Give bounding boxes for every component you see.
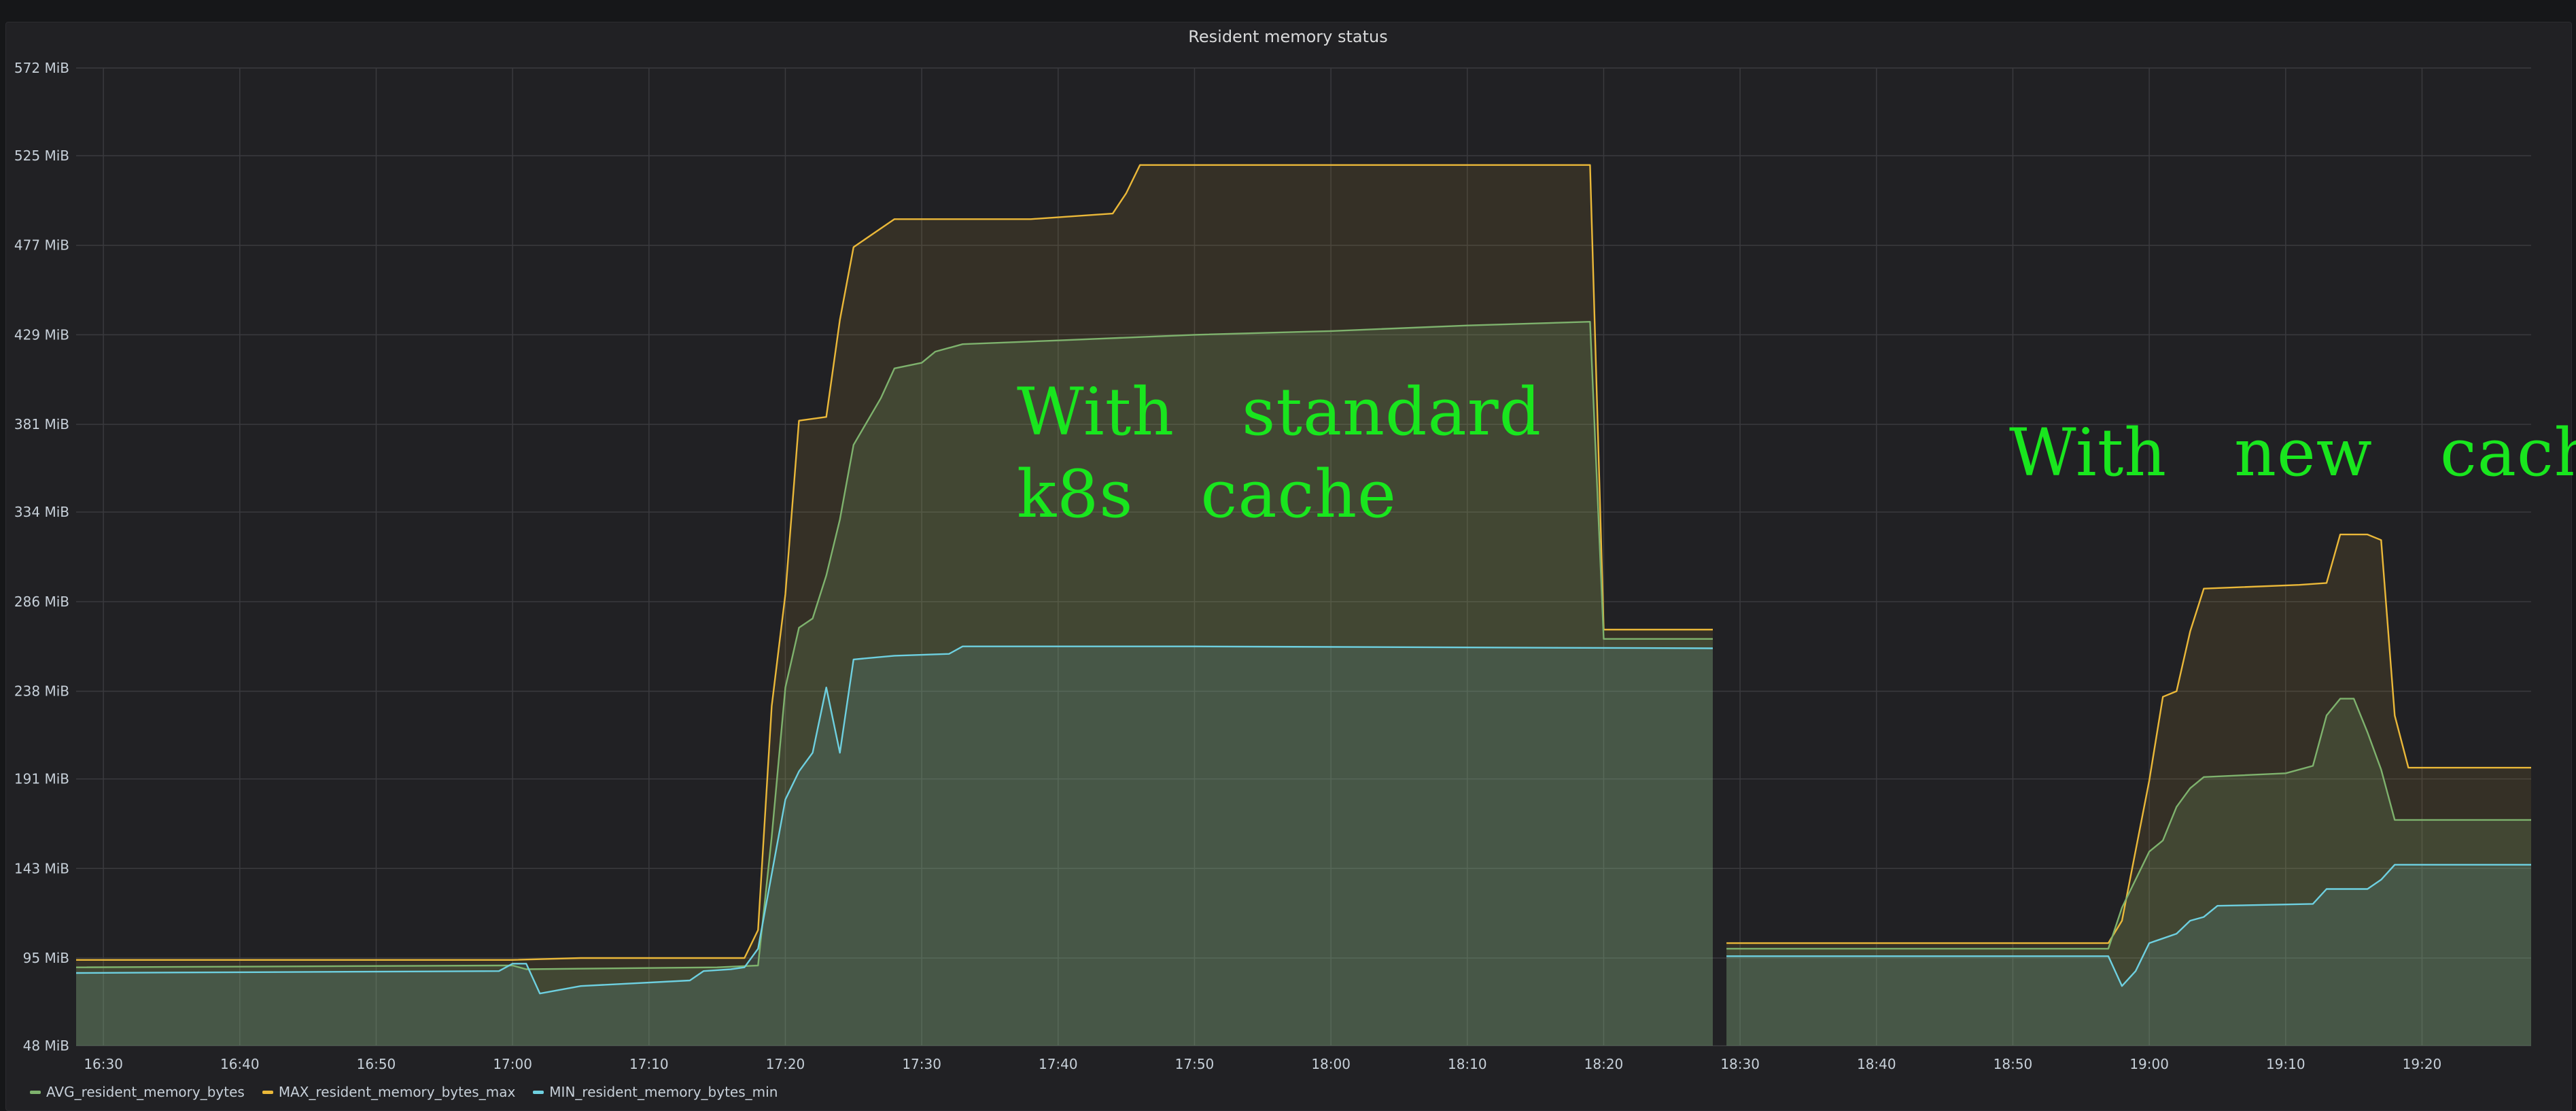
y-tick-label: 334 MiB: [14, 504, 69, 520]
series-line-MAX_resident_memory_bytes_max: [1726, 533, 2531, 944]
chart-panel: [5, 22, 2572, 1111]
series-area-AVG_resident_memory_bytes: [76, 322, 1713, 1046]
legend-swatch-max: [262, 1090, 273, 1094]
legend-item-avg[interactable]: AVG_resident_memory_bytes: [30, 1084, 245, 1100]
legend-label-max: MAX_resident_memory_bytes_max: [278, 1084, 516, 1100]
series-line-MIN_resident_memory_bytes_min: [75, 645, 1713, 995]
x-tick-label: 16:40: [220, 1056, 260, 1072]
series-line-AVG_resident_memory_bytes: [75, 321, 1713, 970]
x-tick-label: 17:30: [902, 1056, 941, 1072]
x-tick-label: 18:50: [1994, 1056, 2033, 1072]
annotation-standard-cache: With standard k8s cache: [1017, 374, 1542, 532]
y-tick-label: 238 MiB: [14, 683, 69, 700]
y-tick-label: 48 MiB: [23, 1038, 69, 1054]
x-tick-label: 18:30: [1720, 1056, 1760, 1072]
x-tick-label: 16:50: [357, 1056, 396, 1072]
y-tick-label: 477 MiB: [14, 237, 69, 254]
x-tick-label: 17:00: [493, 1056, 532, 1072]
annotation-new-cache: With new cache: [2009, 415, 2576, 491]
x-tick-label: 19:10: [2266, 1056, 2305, 1072]
series-area-AVG_resident_memory_bytes: [1726, 698, 2531, 1046]
x-tick-label: 18:20: [1584, 1056, 1624, 1072]
chart-title: Resident memory status: [1188, 27, 1388, 46]
legend-label-min: MIN_resident_memory_bytes_min: [549, 1084, 778, 1100]
series-area-MAX_resident_memory_bytes_max: [1726, 534, 2531, 1046]
series-line-MIN_resident_memory_bytes_min: [1726, 864, 2531, 987]
y-tick-label: 191 MiB: [14, 771, 69, 787]
y-tick-label: 143 MiB: [14, 860, 69, 876]
x-tick-label: 16:30: [84, 1056, 123, 1072]
x-tick-label: 17:10: [629, 1056, 669, 1072]
legend-swatch-avg: [30, 1090, 41, 1094]
series-area-MIN_resident_memory_bytes_min: [76, 646, 1713, 1046]
x-tick-label: 17:40: [1039, 1056, 1078, 1072]
y-tick-label: 381 MiB: [14, 416, 69, 432]
x-tick-label: 17:50: [1175, 1056, 1215, 1072]
y-tick-label: 572 MiB: [14, 60, 69, 76]
series-line-MAX_resident_memory_bytes_max: [76, 164, 1713, 961]
y-tick-label: 95 MiB: [23, 950, 69, 966]
series-area-MIN_resident_memory_bytes_min: [1726, 864, 2531, 1046]
legend-item-max[interactable]: MAX_resident_memory_bytes_max: [262, 1084, 515, 1100]
legend-item-min[interactable]: MIN_resident_memory_bytes_min: [533, 1084, 778, 1100]
x-tick-label: 18:40: [1857, 1056, 1896, 1072]
x-tick-label: 19:20: [2403, 1056, 2442, 1072]
chart-legend: AVG_resident_memory_bytes MAX_resident_m…: [30, 1084, 778, 1100]
x-tick-label: 17:20: [766, 1056, 805, 1072]
y-tick-label: 525 MiB: [14, 148, 69, 164]
legend-label-avg: AVG_resident_memory_bytes: [46, 1084, 245, 1100]
x-tick-label: 18:00: [1311, 1056, 1351, 1072]
series-line-AVG_resident_memory_bytes: [1726, 698, 2531, 950]
x-tick-label: 18:10: [1448, 1056, 1487, 1072]
y-tick-label: 286 MiB: [14, 594, 69, 610]
series-area-MAX_resident_memory_bytes_max: [76, 165, 1713, 1046]
legend-swatch-min: [533, 1090, 544, 1094]
y-tick-label: 429 MiB: [14, 326, 69, 343]
x-tick-label: 19:00: [2129, 1056, 2169, 1072]
